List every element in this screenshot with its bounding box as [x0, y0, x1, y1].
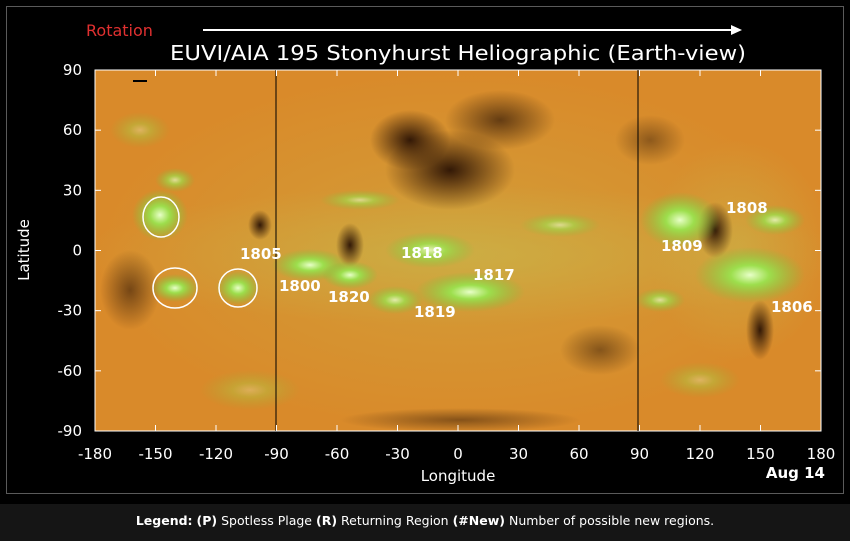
legend-bar: Legend: (P) Spotless Plage (R) Returning…	[0, 504, 850, 541]
x-tick-label: -30	[385, 445, 410, 463]
x-tick-label: -120	[199, 445, 233, 463]
y-tick-label: -90	[58, 422, 83, 440]
date-label: Aug 14	[766, 464, 825, 482]
rotation-arrow-head	[731, 25, 742, 35]
region-1808-label: 1808	[726, 199, 768, 217]
region-1800-label: 1800	[279, 277, 321, 295]
x-tick-label: 0	[453, 445, 463, 463]
region-1819-label: 1819	[414, 303, 456, 321]
x-tick-label: 90	[630, 445, 649, 463]
plage-circles	[142, 196, 258, 309]
legend-p-code: (P)	[196, 513, 218, 528]
y-tick-label: 90	[63, 61, 82, 79]
x-tick-label: -150	[138, 445, 172, 463]
region-1806-label: 1806	[771, 298, 813, 316]
x-tick-label: 150	[746, 445, 775, 463]
x-tick-label: 30	[509, 445, 528, 463]
legend-new-code: (#New)	[452, 513, 505, 528]
region-1820-label: 1820	[328, 288, 370, 306]
x-tick-label: -90	[264, 445, 289, 463]
map-title: EUVI/AIA 195 Stonyhurst Heliographic (Ea…	[170, 41, 746, 65]
plage-circle	[142, 196, 180, 238]
marker-dash	[133, 80, 147, 82]
x-axis-label: Longitude	[421, 467, 496, 485]
y-tick-label: 60	[63, 121, 82, 139]
sun-map-image	[95, 70, 821, 431]
plage-circle	[218, 268, 258, 308]
region-1818-label: 1818	[401, 244, 443, 262]
x-tick-label: 60	[569, 445, 588, 463]
synoptic-map: -180 -150 -120 -90 -60 -30 0 30 60 90 120 150 180 90…	[15, 21, 835, 485]
x-tick-labels: -180 -150 -120 -90 -60 -30 0 30 60 90 120 150 180	[78, 445, 835, 463]
image-frame	[6, 6, 844, 494]
legend-p-text: Spotless Plage	[221, 513, 312, 528]
rotation-label: Rotation	[86, 21, 153, 40]
region-1817-label: 1817	[473, 266, 515, 284]
y-axis-label: Latitude	[15, 219, 33, 281]
y-tick-label: -60	[58, 362, 83, 380]
x-tick-label: -180	[78, 445, 112, 463]
legend-r-code: (R)	[315, 513, 338, 528]
y-tick-label: 0	[72, 242, 82, 260]
region-1809-label: 1809	[661, 237, 703, 255]
x-tick-label: 120	[686, 445, 715, 463]
plage-circle	[152, 267, 198, 309]
legend-title: Legend:	[135, 513, 193, 528]
x-tick-label: 180	[807, 445, 836, 463]
region-1805-label: 1805	[240, 245, 282, 263]
x-tick-label: -60	[325, 445, 350, 463]
y-tick-labels: 90 60 30 0 -30 -60 -90	[58, 61, 83, 440]
axis-ticks	[94, 69, 822, 432]
legend-r-text: Returning Region	[341, 513, 449, 528]
y-tick-label: 30	[63, 181, 82, 199]
region-labels: 1805 1800 1820 1818 1817 1819 1809 1808 1806	[240, 199, 813, 321]
legend-new-text: Number of possible new regions.	[508, 513, 715, 528]
y-tick-label: -30	[58, 302, 83, 320]
